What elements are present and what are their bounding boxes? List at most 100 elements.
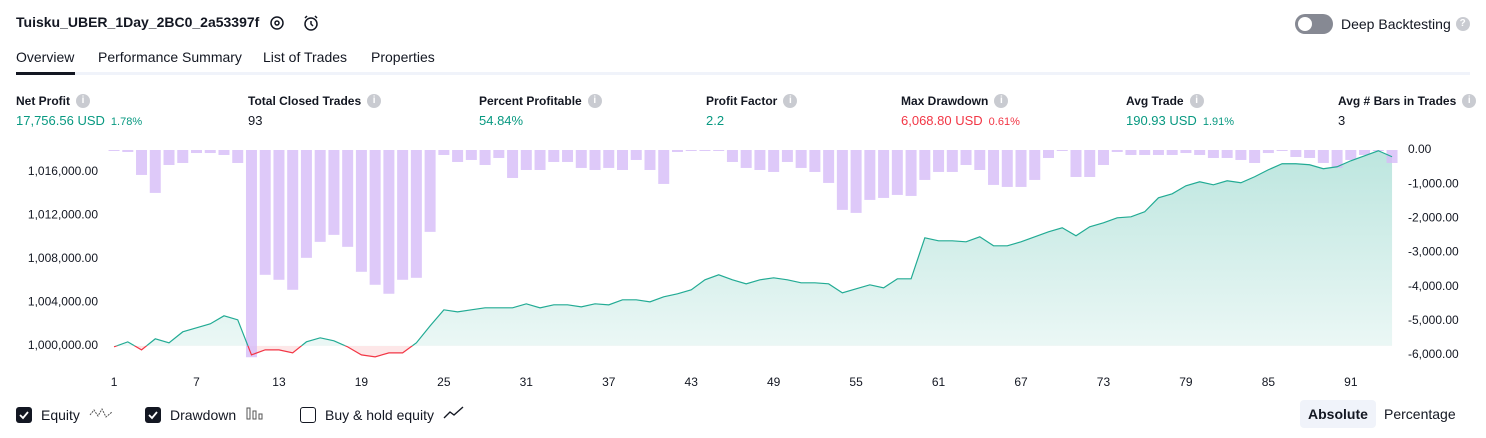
scale-mode-button[interactable]: Percentage: [1384, 406, 1456, 422]
drawdown-bar: [699, 150, 711, 151]
checkbox[interactable]: [16, 406, 32, 423]
drawdown-bar: [520, 150, 532, 170]
metric-value: 2.2: [706, 113, 724, 128]
drawdown-bar: [1139, 150, 1151, 155]
y-tick-label: 1,000,000.00: [28, 338, 98, 352]
drawdown-bar: [589, 150, 601, 170]
active-tab-underline: [16, 72, 75, 75]
drawdown-bar: [1249, 150, 1261, 163]
drawdown-bar: [685, 150, 697, 151]
drawdown-bar: [1056, 150, 1068, 151]
drawdown-bar: [823, 150, 835, 183]
drawdown-bar: [562, 150, 574, 162]
drawdown-bar: [493, 150, 505, 158]
x-tick-label: 79: [1179, 375, 1193, 389]
x-tick-label: 55: [849, 375, 863, 389]
drawdown-bar: [850, 150, 862, 213]
drawdown-bar: [1207, 150, 1219, 158]
x-tick-label: 7: [193, 375, 200, 389]
info-icon: i: [783, 94, 798, 108]
legend-label: Buy & hold equity: [325, 406, 434, 423]
x-tick-label: 61: [932, 375, 946, 389]
drawdown-bar: [163, 150, 175, 165]
drawdown-bar: [1221, 150, 1233, 158]
drawdown-bar: [232, 150, 244, 163]
drawdown-bar: [245, 150, 257, 358]
drawdown-bar: [342, 150, 354, 247]
drawdown-bar: [713, 150, 725, 151]
drawdown-bar: [355, 150, 367, 272]
legend-icon: [89, 405, 113, 424]
drawdown-bar: [479, 150, 491, 165]
metric-label: Total Closed Trades i: [248, 94, 382, 108]
metric-value-text: 6,068.80 USD: [901, 113, 983, 128]
x-tick-label: 19: [355, 375, 369, 389]
drawdown-bar: [438, 150, 450, 155]
legend-icon: [245, 405, 269, 424]
x-tick-label: 91: [1344, 375, 1358, 389]
drawdown-bar: [946, 150, 958, 172]
drawdown-bar: [328, 150, 340, 235]
legend-icon: [246, 407, 263, 420]
checkbox[interactable]: [300, 406, 316, 423]
drawdown-bar: [644, 150, 656, 170]
y2-tick-label: -4,000.00: [1408, 279, 1459, 293]
drawdown-bar: [1359, 150, 1371, 155]
x-tick-label: 85: [1262, 375, 1276, 389]
drawdown-bar: [177, 150, 189, 163]
legend-item[interactable]: Buy & hold equity: [300, 405, 467, 424]
legend-item[interactable]: Drawdown: [145, 405, 269, 424]
drawdown-bar: [905, 150, 917, 196]
drawdown-bar: [1111, 150, 1123, 152]
y2-tick-label: -2,000.00: [1408, 210, 1459, 224]
drawdown-bar: [108, 150, 120, 151]
drawdown-bar: [781, 150, 793, 162]
x-tick-label: 31: [520, 375, 534, 389]
toggle-row: Deep Backtesting?: [1341, 16, 1470, 32]
drawdown-bar: [1235, 150, 1247, 160]
drawdown-bar: [1084, 150, 1096, 177]
info-icon: i: [1189, 94, 1204, 108]
equity-area-below: [114, 345, 1393, 357]
tab[interactable]: Overview: [16, 49, 75, 65]
metric-label-text: Avg Trade: [1126, 94, 1184, 108]
tab[interactable]: List of Trades: [263, 49, 348, 65]
drawdown-bar: [1152, 150, 1164, 155]
drawdown-bar: [740, 150, 752, 168]
deep-backtesting-toggle[interactable]: [1295, 14, 1333, 34]
drawdown-bar: [1125, 150, 1137, 155]
drawdown-bar: [424, 150, 436, 232]
info-icon: i: [587, 94, 602, 108]
drawdown-bar: [809, 150, 821, 172]
title-icons: [270, 15, 318, 31]
legend-icon: [443, 406, 464, 419]
metric-label: Avg # Bars in Trades i: [1338, 94, 1477, 108]
drawdown-bar: [603, 150, 615, 168]
drawdown-bar: [933, 150, 945, 172]
checkbox[interactable]: [145, 406, 161, 423]
toggle-label: Deep Backtesting: [1341, 16, 1451, 32]
legend-icon: [443, 405, 467, 424]
metric-label-text: Total Closed Trades: [248, 94, 362, 108]
legend-item[interactable]: Equity: [16, 405, 113, 424]
tab-separator: [16, 72, 1470, 75]
info-icon: i: [76, 94, 90, 108]
metric-value: 190.93 USD 1.91%: [1126, 113, 1234, 128]
tab[interactable]: Performance Summary: [98, 49, 242, 65]
drawdown-bar: [1276, 150, 1288, 151]
info-icon: i: [994, 94, 1009, 108]
metric-value-text: 17,756.56 USD: [16, 113, 105, 128]
drawdown-bar: [1331, 150, 1343, 168]
x-tick-label: 37: [602, 375, 616, 389]
metric-value-text: 190.93 USD: [1126, 113, 1197, 128]
y2-tick-label: -3,000.00: [1408, 245, 1459, 259]
scale-mode-button[interactable]: Absolute: [1300, 400, 1376, 428]
metric-label-text: Percent Profitable: [479, 94, 582, 108]
tab[interactable]: Properties: [371, 49, 435, 65]
metric-percent: 1.78%: [110, 116, 143, 128]
metric-label-text: Profit Factor: [706, 94, 778, 108]
y-tick-label: 1,016,000.00: [28, 164, 98, 178]
drawdown-bar: [259, 150, 271, 275]
legend-label: Equity: [41, 406, 80, 423]
x-tick-label: 49: [767, 375, 781, 389]
